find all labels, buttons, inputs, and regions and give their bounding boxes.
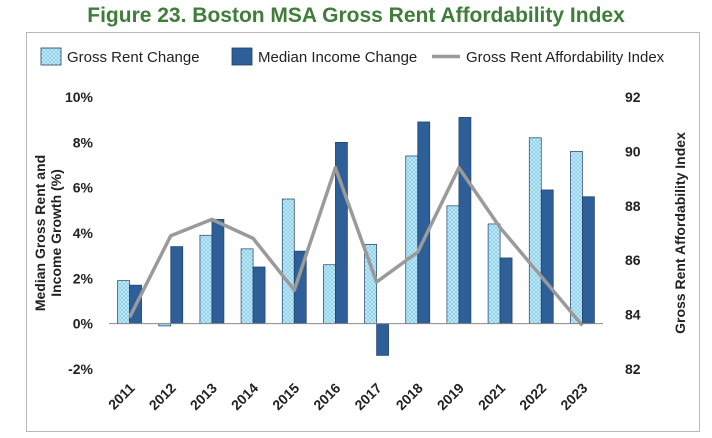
- y-left-tick-label: 2%: [73, 270, 94, 286]
- bar-median-income-2012: [170, 246, 184, 325]
- y-left-axis-title-line2: Income Growth (%): [48, 169, 64, 297]
- bar-median-income-2013: [211, 219, 225, 325]
- legend-label-affordability: Gross Rent Affordability Index: [466, 49, 665, 66]
- legend: Gross Rent Change Median Income Change Gro…: [40, 47, 665, 66]
- y-right-tick-label: 84: [625, 307, 641, 323]
- x-tick-label: 2011: [105, 380, 138, 413]
- bar-gross-rent-2023: [570, 151, 583, 325]
- chart-svg: Gross Rent Change Median Income Change Gro…: [32, 47, 688, 413]
- x-tick-label: 2016: [310, 380, 343, 413]
- bar-gross-rent-2022: [528, 137, 542, 325]
- x-tick-label: 2023: [557, 380, 590, 413]
- bar-median-income-2019: [458, 117, 472, 325]
- x-tick-label: 2013: [187, 380, 220, 413]
- y-right-tick-label: 82: [625, 361, 641, 377]
- affordability-line-group: [128, 165, 584, 327]
- x-tick-label: 2012: [146, 380, 179, 413]
- legend-swatch-median-income: [231, 47, 253, 66]
- affordability-line: [128, 165, 584, 327]
- y-left-tick-label: 4%: [73, 225, 94, 241]
- legend-label-gross-rent: Gross Rent Change: [67, 49, 200, 66]
- bar-median-income-2022: [540, 189, 554, 325]
- y-right-tick-label: 92: [625, 89, 641, 105]
- y-left-tick-label: 10%: [65, 89, 94, 105]
- y-right-tick-label: 86: [625, 252, 641, 268]
- bar-gross-rent-2014: [240, 248, 254, 325]
- legend-swatch-gross-rent: [40, 47, 62, 66]
- bar-gross-rent-2011: [117, 280, 130, 325]
- y-left-tick-label: 0%: [73, 316, 94, 332]
- bar-median-income-2018: [417, 121, 431, 325]
- y-left-axis-title-line1: Median Gross Rent and: [32, 155, 48, 311]
- bar-median-income-2014: [252, 266, 266, 325]
- bars: [117, 117, 595, 356]
- axis-labels: -2% 0% 2% 4% 6% 8% 10% 82 84 86 88 90 92 2011 2012 2013…: [32, 89, 688, 413]
- bar-gross-rent-2013: [199, 234, 213, 325]
- y-left-tick-label: -2%: [68, 361, 93, 377]
- bar-median-income-2017: [376, 323, 389, 356]
- y-right-tick-label: 90: [625, 143, 641, 159]
- chart-frame: Gross Rent Change Median Income Change Gro…: [26, 32, 700, 432]
- y-left-tick-label: 8%: [73, 134, 94, 150]
- bar-gross-rent-2015: [281, 198, 295, 325]
- bar-median-income-2023: [582, 196, 595, 325]
- figure-title: Figure 23. Boston MSA Gross Rent Afforda…: [87, 4, 625, 27]
- y-right-tick-label: 88: [625, 198, 641, 214]
- bar-gross-rent-2021: [487, 223, 501, 325]
- y-left-tick-label: 6%: [73, 180, 94, 196]
- x-tick-label: 2017: [351, 380, 384, 413]
- bar-median-income-2021: [499, 257, 513, 325]
- bar-gross-rent-2019: [446, 205, 460, 325]
- bottom-strip: [0, 432, 712, 438]
- y-left-axis-title: Median Gross Rent andIncome Growth (%): [32, 155, 64, 311]
- x-tick-label: 2018: [393, 380, 426, 413]
- x-tick-label: 2015: [269, 380, 302, 413]
- bar-gross-rent-2018: [405, 155, 419, 325]
- x-tick-label: 2019: [434, 380, 467, 413]
- x-tick-label: 2014: [228, 380, 261, 413]
- y-right-axis-title: Gross Rent Affordability Index: [672, 132, 688, 334]
- x-tick-label: 2022: [516, 380, 549, 413]
- bar-gross-rent-2016: [323, 264, 336, 325]
- x-tick-label: 2021: [475, 380, 508, 413]
- legend-label-median-income: Median Income Change: [258, 49, 417, 66]
